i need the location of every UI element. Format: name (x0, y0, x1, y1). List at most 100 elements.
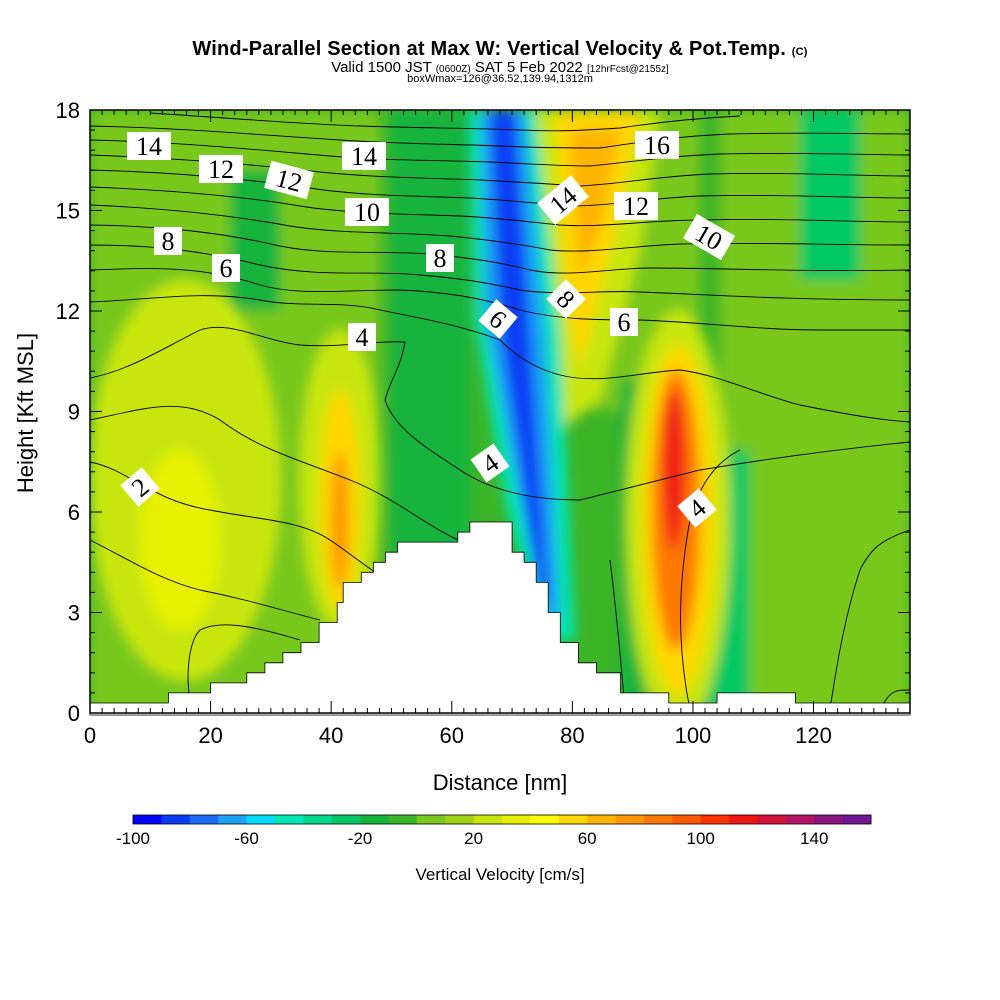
field-region (230, 170, 280, 310)
colorbar-swatch (842, 815, 872, 824)
terrain (89, 521, 911, 716)
theta-contour-label: 10 (345, 198, 389, 227)
field-region (663, 390, 685, 550)
theta-contour-label: 12 (614, 192, 658, 221)
x-axis-title: Distance [nm] (433, 770, 568, 795)
field-region (800, 110, 860, 280)
colorbar-swatch (388, 815, 418, 824)
colorbar-swatch (672, 815, 701, 824)
theta-contour-label: 12 (199, 155, 243, 184)
contour-label-box (348, 323, 376, 351)
colorbar-swatch (303, 815, 332, 824)
theta-contour-label: 4 (677, 488, 717, 528)
colorbar-tick-label: 20 (464, 829, 483, 848)
contour-label-text: 4 (356, 323, 369, 352)
colorbar-swatch (530, 815, 560, 824)
y-tick-label: 0 (68, 701, 80, 726)
y-axis: 0 3 6 9 12 15 18 (56, 98, 910, 726)
contour-label-box (212, 254, 240, 282)
theta-contour-label: 4 (348, 323, 376, 352)
contour-label-box (264, 160, 314, 200)
theta-contour-label: 16 (635, 131, 679, 160)
contour-label-box (537, 175, 589, 225)
colorbar-title: Vertical Velocity [cm/s] (415, 865, 584, 884)
box-info: boxWmax=126@36.52,139.94,1312m (407, 73, 593, 85)
colorbar-tick-label: 60 (578, 829, 597, 848)
colorbar-swatch (274, 815, 304, 824)
y-tick-label: 15 (56, 199, 80, 224)
contour-label-box (478, 299, 518, 339)
colorbar-swatch (161, 815, 191, 824)
colorbar-swatch (700, 815, 730, 824)
valid-date: SAT 5 Feb 2022 (474, 59, 583, 76)
theta-contour (90, 295, 910, 423)
x-tick-label: 40 (319, 723, 343, 748)
theta-contour-label: 2 (120, 467, 160, 507)
theta-contour-label: 6 (212, 254, 240, 283)
contour-label-text: 14 (136, 132, 162, 161)
field-region (140, 450, 220, 630)
chart-title-text: Wind-Parallel Section at Max W: Vertical… (192, 38, 786, 60)
contour-label-box (127, 132, 171, 160)
contour-label-box (546, 279, 586, 319)
field-region (490, 110, 548, 600)
theta-contour-label: 8 (546, 279, 586, 319)
contour-label-box (682, 213, 736, 261)
x-tick-label: 80 (560, 723, 584, 748)
contour-label-text: 14 (351, 142, 377, 171)
x-tick-label: 60 (440, 723, 464, 748)
theta-contour (829, 529, 910, 711)
valid-utc: (0600Z) (435, 64, 471, 75)
x-axis: 0 20 40 60 80 100 120 (84, 110, 911, 748)
colorbar-swatch (615, 815, 645, 824)
contour-label-box (342, 142, 386, 170)
colorbar-swatch (729, 815, 758, 824)
theta-contour-label: 8 (426, 244, 454, 273)
y-tick-label: 12 (56, 299, 80, 324)
contour-label-text: 8 (434, 244, 447, 273)
colorbar-swatch (246, 815, 276, 824)
y-tick-label: 18 (56, 98, 80, 123)
theta-contour (90, 224, 910, 274)
contour-label-text: 8 (162, 227, 175, 256)
contour-label-text: 12 (623, 192, 649, 221)
theta-contour-label: 6 (478, 299, 518, 339)
contour-label-box (426, 244, 454, 272)
chart-title: Wind-Parallel Section at Max W: Vertical… (0, 38, 1000, 61)
contour-label-box (120, 467, 160, 507)
y-tick-label: 3 (68, 601, 80, 626)
colorbar-tick-label: -60 (234, 829, 259, 848)
x-tick-label: 120 (795, 723, 832, 748)
chart-subtitle: Valid 1500 JST (0600Z) SAT 5 Feb 2022 [1… (0, 59, 1000, 76)
colorbar-swatch (416, 815, 446, 824)
contour-label-text: 10 (354, 198, 380, 227)
theta-contour (90, 125, 910, 149)
colorbar-swatch (814, 815, 843, 824)
theta-contour (680, 449, 741, 711)
theta-contours (90, 112, 910, 711)
colorbar-swatch (785, 815, 815, 824)
colorbar-swatch (643, 815, 673, 824)
contour-label-box (610, 308, 638, 336)
title-block: Wind-Parallel Section at Max W: Vertical… (0, 38, 1000, 85)
colorbar-swatch (331, 815, 361, 824)
theta-contour (90, 326, 910, 501)
forecast-info: [12hrFcst@2155z] (586, 64, 669, 75)
theta-contour-label: 14 (127, 132, 171, 161)
x-tick-label: 100 (675, 723, 712, 748)
colorbar-tick-label: 100 (687, 829, 715, 848)
theta-contour-label: 4 (470, 443, 510, 483)
theta-contour (90, 539, 321, 621)
colorbar-swatch (133, 815, 162, 824)
colorbar-swatch (360, 815, 389, 824)
contour-label-box (677, 488, 717, 528)
y-tick-label: 9 (68, 400, 80, 425)
theta-contour (149, 112, 741, 132)
colorbar-tick-label: -100 (116, 829, 150, 848)
x-tick-label: 0 (84, 723, 96, 748)
contour-label-text: 12 (208, 155, 234, 184)
colorbar-swatch (218, 815, 247, 824)
theta-contour (90, 268, 910, 331)
